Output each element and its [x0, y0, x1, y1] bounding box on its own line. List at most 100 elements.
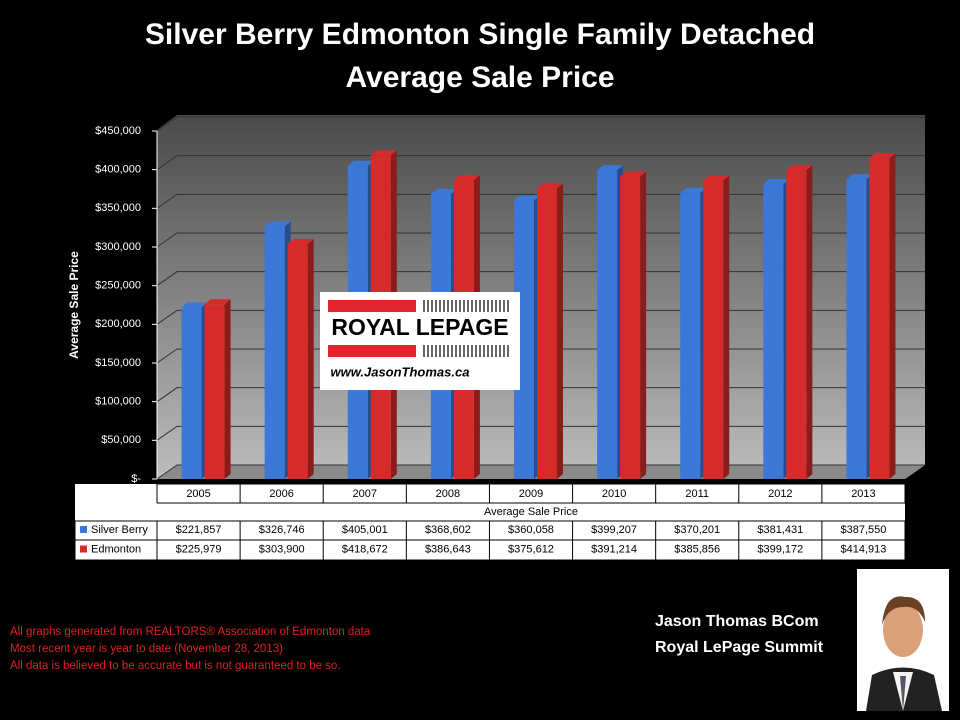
bar-side-shade	[307, 238, 314, 479]
bar-side	[557, 183, 563, 479]
legend-swatch	[80, 545, 87, 553]
logo-url: www.JasonThomas.ca	[331, 364, 470, 379]
grid-line	[156, 387, 925, 403]
bar	[181, 307, 202, 479]
bar-top	[763, 179, 790, 185]
photo-tie	[900, 676, 906, 711]
bar	[869, 158, 890, 479]
bar-top	[620, 171, 647, 177]
bar-side	[640, 171, 647, 479]
x-axis-title: Average Sale Price	[484, 506, 578, 518]
table-value: $418,672	[342, 543, 388, 555]
bar-side	[224, 299, 231, 479]
x-tick-label: 2012	[768, 488, 792, 500]
table-value: $225,979	[176, 543, 222, 555]
table-value: $399,207	[591, 524, 637, 536]
x-tick-label: 2013	[851, 488, 875, 500]
y-tick-label: $150,000	[95, 357, 141, 369]
x-tick-label: 2011	[685, 488, 709, 500]
bar	[620, 176, 641, 479]
bar	[786, 170, 807, 479]
bar	[703, 180, 724, 480]
logo-barcode	[423, 300, 509, 357]
table-value: $375,612	[508, 543, 554, 555]
bar-side	[806, 165, 813, 479]
grid-line	[156, 155, 925, 171]
legend-label: Silver Berry	[91, 524, 148, 536]
agent-name: Jason Thomas BCom	[655, 613, 819, 630]
bar-top	[786, 165, 813, 171]
bar	[204, 304, 225, 479]
bar-side-shade	[806, 165, 813, 479]
logo-brand: ROYAL LEPAGE	[331, 314, 508, 340]
bar-side-shade	[557, 183, 563, 479]
chart-title: Silver Berry Edmonton Single Family Deta…	[145, 18, 815, 51]
grid-line	[156, 309, 925, 325]
y-tick-label: $50,000	[101, 434, 141, 446]
y-tick-label: $350,000	[95, 202, 141, 214]
grid-line	[156, 193, 925, 209]
footnote: Most recent year is year to date (Novemb…	[10, 643, 283, 655]
table-value: $326,746	[259, 524, 305, 536]
photo-face	[883, 603, 923, 657]
table-value: $360,058	[508, 524, 554, 536]
bar-side	[889, 153, 896, 479]
chart-subtitle: Average Sale Price	[345, 61, 614, 94]
footnote: All data is believed to be accurate but …	[10, 660, 341, 672]
agent-company: Royal LePage Summit	[655, 639, 824, 656]
bar-top	[537, 183, 563, 189]
bar	[846, 179, 867, 479]
logo: ROYAL LEPAGE www.JasonThomas.ca	[320, 292, 520, 390]
y-tick-label: $400,000	[95, 164, 141, 176]
table-value: $414,913	[840, 543, 886, 555]
table-value: $385,856	[674, 543, 720, 555]
photo-hair	[882, 596, 925, 625]
bar	[287, 243, 308, 479]
table-value: $370,201	[674, 524, 720, 536]
bar-top	[869, 153, 896, 159]
x-tick-label: 2006	[269, 488, 293, 500]
bar-side	[307, 238, 314, 479]
x-tick-label: 2009	[519, 488, 543, 500]
bar-top	[181, 302, 208, 308]
table-value: $386,643	[425, 543, 471, 555]
bar	[514, 200, 534, 479]
bar-top	[370, 150, 397, 156]
bar	[763, 184, 784, 480]
y-tick-label: $450,000	[95, 125, 141, 137]
logo-bar	[328, 345, 416, 357]
bar-top	[430, 188, 457, 194]
data-table	[75, 484, 905, 560]
table-value: $391,214	[591, 543, 637, 555]
bar-side	[723, 175, 730, 480]
table-value: $405,001	[342, 524, 388, 536]
grid-line	[156, 348, 925, 364]
y-tick-label: $300,000	[95, 241, 141, 253]
bar-top	[680, 187, 707, 193]
grid-line	[156, 425, 925, 441]
grid-line	[156, 232, 925, 248]
x-tick-label: 2008	[436, 488, 460, 500]
grid-line	[156, 116, 925, 132]
bar	[264, 226, 285, 479]
x-tick-label: 2005	[186, 488, 210, 500]
bar	[597, 170, 618, 480]
bar-top	[347, 160, 374, 166]
bar-side-shade	[224, 299, 231, 479]
x-tick-label: 2007	[353, 488, 377, 500]
table-value: $221,857	[176, 524, 222, 536]
x-tick-label: 2010	[602, 488, 626, 500]
chart-layer: $- $50,000 $100,000 $150,000 $200,000 $250,00…	[74, 116, 925, 561]
legend-swatch	[80, 526, 87, 533]
grid-line	[156, 464, 925, 480]
bar-side-shade	[889, 153, 896, 479]
legend-label: Edmonton	[91, 543, 141, 555]
y-axis-title: Average Sale Price	[67, 251, 81, 359]
bar-top	[264, 221, 291, 227]
y-tick-label: $200,000	[95, 318, 141, 330]
bar	[537, 188, 557, 479]
bar-top	[453, 174, 480, 180]
agent-photo	[857, 569, 949, 711]
